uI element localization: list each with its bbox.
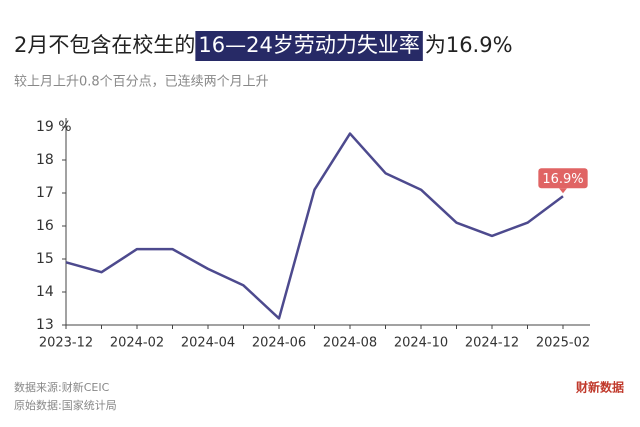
series-line [65,132,564,320]
y-tick-label: 17 [36,185,54,201]
x-tick-label: 2024-06 [252,336,306,351]
value-label: 16.9% [542,172,583,187]
source: 数据来源:财新CEIC [14,380,110,394]
y-tick-label: 18 [36,152,54,168]
title-highlight: 16—24岁劳动力失业率 [198,33,419,57]
title-before: 2月不包含在校生的 [14,33,195,57]
x-tick-label: 2024-10 [394,336,448,351]
y-tick-label: 16 [36,218,54,234]
x-tick-label: 2024-02 [110,336,164,351]
x-tick-label: 2025-02 [536,336,590,351]
y-tick-label: 14 [36,284,54,300]
x-tick-label: 2024-12 [465,336,519,351]
subtitle: 较上月上升0.8个百分点，已连续两个月上升 [14,74,269,90]
x-tick-label: 2024-08 [323,336,377,351]
value-label-bg [538,168,588,189]
title-after: 为16.9% [425,33,513,57]
value-label-pointer [559,188,567,194]
title: 2月不包含在校生的 16—24岁劳动力失业率 为16.9% [14,31,513,61]
x-tick-label: 2023-12 [39,336,93,351]
x-tick-label: 2024-04 [181,336,235,351]
title-highlight-bg [195,31,423,61]
origin: 原始数据:国家统计局 [14,398,117,412]
y-tick-label: 13 [36,317,54,333]
brand: 财新数据 [575,380,624,395]
y-tick-label: 19 % [36,119,72,135]
y-tick-label: 15 [36,251,54,267]
